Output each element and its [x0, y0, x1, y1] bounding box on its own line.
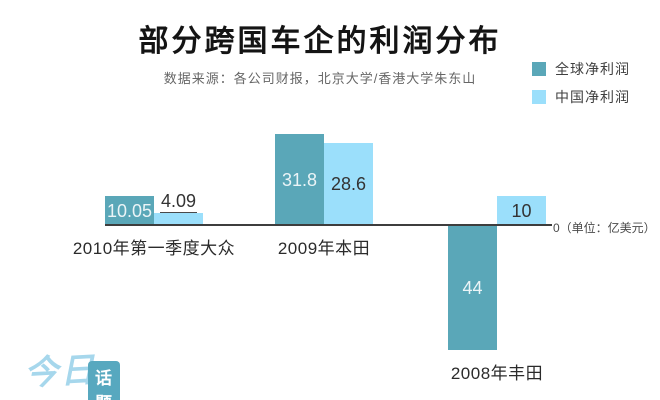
- legend-item-global: 全球净利润: [532, 61, 630, 77]
- chart-title: 部分跨国车企的利润分布: [138, 25, 502, 58]
- value-label-global-0: 10.05: [106, 200, 153, 221]
- value-label-china-1: 28.6: [330, 174, 367, 194]
- value-label-global-1: 31.8: [281, 169, 318, 190]
- bar-global-0: [105, 196, 154, 225]
- bar-china-2: [497, 196, 546, 225]
- category-label-0: 2010年第一季度大众: [72, 239, 236, 258]
- header: 部分跨国车企的利润分布 数据来源：各公司财报，北京大学/香港大学朱东山: [0, 0, 640, 87]
- bar-global-2: [448, 225, 497, 350]
- legend: 全球净利润 中国净利润: [532, 61, 630, 117]
- bar-global-1: [275, 134, 324, 225]
- logo-text-jinri: 今日: [23, 351, 98, 393]
- value-label-china-2: 10: [511, 200, 532, 221]
- bar-china-1: [324, 143, 373, 225]
- logo-bubble: 话题: [88, 361, 120, 400]
- axis-unit-label: 0（单位：亿美元）: [553, 221, 656, 235]
- legend-label-global: 全球净利润: [555, 61, 630, 77]
- legend-item-china: 中国净利润: [532, 89, 630, 105]
- legend-swatch-china-icon: [532, 90, 546, 104]
- value-label-china-0: 4.09: [159, 191, 198, 213]
- bar-china-0: [154, 213, 203, 225]
- category-label-1: 2009年本田: [277, 239, 371, 258]
- legend-swatch-global-icon: [532, 62, 546, 76]
- chart-subtitle: 数据来源：各公司财报，北京大学/香港大学朱东山: [163, 71, 477, 86]
- category-label-2: 2008年丰田: [450, 364, 544, 383]
- value-label-global-2: 44: [462, 277, 483, 298]
- legend-label-china: 中国净利润: [555, 89, 630, 105]
- zero-axis-line: [105, 224, 552, 226]
- brand-logo: 今日 话题: [23, 344, 120, 400]
- logo-text-huati: 话题: [95, 369, 113, 400]
